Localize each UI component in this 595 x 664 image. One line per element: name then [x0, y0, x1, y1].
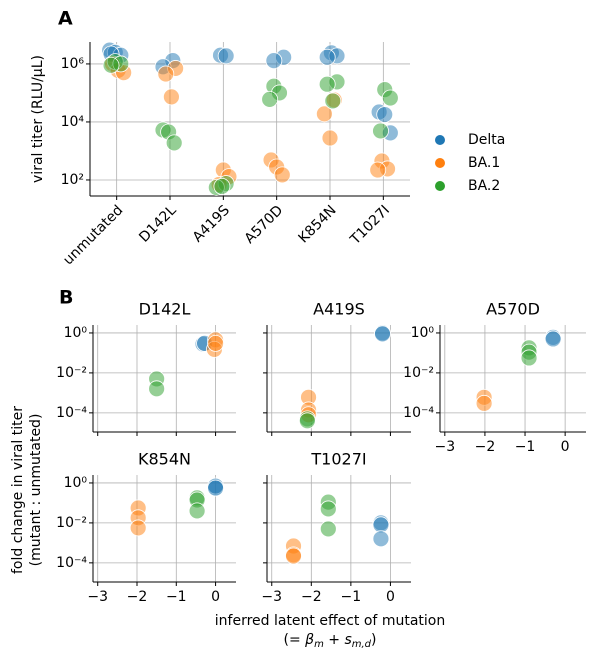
subplot-title: K854N [138, 450, 191, 469]
point [157, 65, 175, 83]
point [298, 412, 316, 430]
point [520, 349, 538, 367]
y-axis-label: (mutant : unmutated) [28, 414, 44, 567]
x-axis-label-math: (= βm + sm,d) [283, 632, 376, 650]
x-tick-label: D142L [136, 202, 179, 245]
x-tick-label: A570D [242, 202, 287, 247]
point [148, 380, 166, 398]
legend-label: BA.2 [468, 178, 500, 194]
point [315, 105, 333, 123]
point [188, 502, 206, 520]
point [261, 90, 279, 108]
point [265, 52, 283, 70]
y-tick-label: 10⁰ [411, 325, 435, 341]
point [318, 48, 336, 66]
point [207, 334, 224, 352]
subplot-title: T1027I [310, 450, 366, 469]
x-tick-label: −3 [434, 439, 455, 455]
legend-marker [435, 181, 445, 191]
x-tick-label: 0 [561, 439, 570, 455]
point [319, 520, 337, 538]
x-tick-label: −3 [261, 589, 282, 605]
y-tick-label: 10⁰ [64, 325, 88, 341]
point [318, 75, 336, 93]
x-tick-label: −1 [515, 439, 536, 455]
point [372, 530, 390, 548]
y-tick-label: 10⁻⁴ [56, 555, 87, 571]
x-tick-label: −1 [341, 589, 362, 605]
x-tick-label: K854N [296, 202, 340, 246]
x-tick-label: −1 [166, 589, 187, 605]
x-tick-label: unmutated [60, 202, 126, 268]
point [374, 325, 391, 343]
point [372, 122, 389, 140]
y-tick-label: 10⁻⁴ [56, 405, 87, 421]
point [324, 92, 342, 110]
y-tick-label: 10⁻² [56, 515, 87, 531]
y-tick-label: 10⁻² [403, 365, 434, 381]
point [217, 47, 235, 65]
point [319, 500, 337, 518]
legend-label: Delta [468, 132, 505, 148]
point [165, 134, 183, 152]
point [544, 330, 562, 348]
x-axis-label: inferred latent effect of mutation [215, 613, 445, 629]
x-tick-label: −3 [87, 589, 108, 605]
y-tick-label: 10⁻² [56, 365, 87, 381]
y-axis-label: fold change in viral titer [10, 406, 26, 574]
x-tick-label: 0 [386, 589, 395, 605]
point [213, 177, 231, 195]
legend-label: BA.1 [468, 155, 500, 171]
x-tick-label: −2 [127, 589, 148, 605]
y-tick-label: 10² [61, 172, 84, 188]
panel-label: B [59, 287, 73, 309]
point [129, 519, 147, 537]
x-tick-label: A419S [190, 202, 233, 245]
point [207, 479, 224, 497]
x-tick-label: −2 [301, 589, 322, 605]
x-tick-label: T1027I [347, 202, 393, 248]
y-tick-label: 10⁶ [61, 56, 85, 72]
x-tick-label: −2 [475, 439, 496, 455]
point [381, 89, 399, 107]
point [321, 129, 339, 147]
legend-marker [435, 158, 445, 168]
subplot-title: A570D [486, 300, 540, 319]
point [369, 161, 387, 179]
point [273, 166, 291, 184]
y-axis-label: viral titer (RLU/μL) [30, 55, 46, 183]
point [475, 394, 493, 412]
panel-label: A [58, 8, 73, 30]
y-tick-label: 10⁴ [61, 114, 85, 130]
subplot-title: D142L [139, 300, 191, 319]
point [162, 88, 180, 106]
point [376, 106, 394, 123]
subplot-title: A419S [313, 300, 365, 319]
point [102, 56, 120, 74]
x-tick-label: 0 [211, 589, 220, 605]
point [285, 547, 302, 565]
y-tick-label: 10⁰ [64, 475, 88, 491]
legend-marker [435, 135, 445, 145]
y-tick-label: 10⁻⁴ [403, 405, 434, 421]
